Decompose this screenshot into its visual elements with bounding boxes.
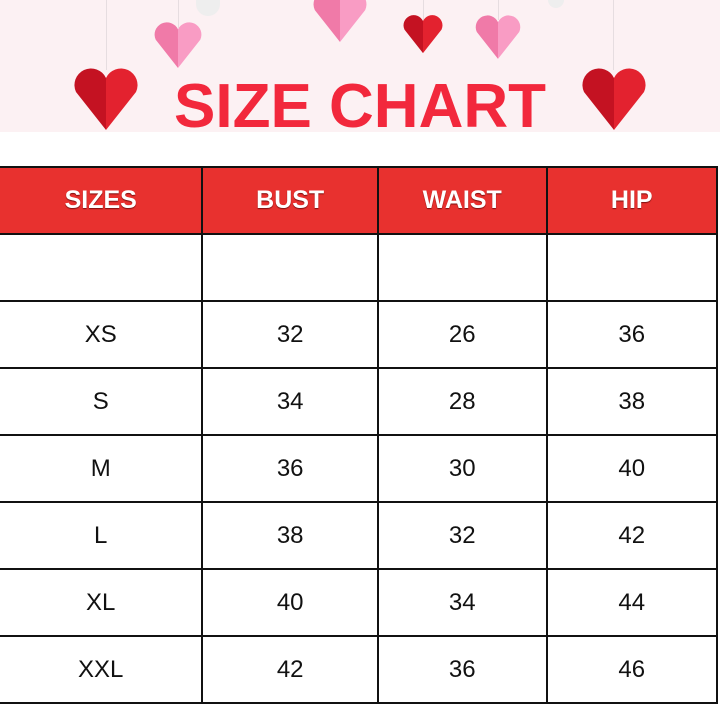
cell-bust: 36 bbox=[201, 434, 379, 503]
heart-string bbox=[423, 0, 424, 20]
heart-string bbox=[106, 0, 107, 70]
red-heart-icon bbox=[74, 68, 138, 130]
cell-waist: 32 bbox=[376, 501, 548, 570]
table-row: S 34 28 38 bbox=[0, 367, 719, 436]
table-row: L 38 32 42 bbox=[0, 501, 719, 570]
cell-waist: 26 bbox=[376, 300, 548, 369]
pink-heart-icon bbox=[475, 15, 521, 59]
pink-heart-icon bbox=[154, 22, 202, 68]
table-row: XXL 42 36 46 bbox=[0, 635, 719, 704]
cell-bust bbox=[201, 233, 379, 302]
cell-waist: 28 bbox=[376, 367, 548, 436]
header-bust: BUST bbox=[201, 166, 379, 235]
table-row: XS 32 26 36 bbox=[0, 300, 719, 369]
pink-heart-icon bbox=[313, 0, 367, 42]
white-heart-icon bbox=[548, 0, 564, 8]
table-row: XL 40 34 44 bbox=[0, 568, 719, 637]
cell-size: M bbox=[0, 434, 204, 503]
banner: SIZE CHART bbox=[0, 0, 720, 141]
cell-size: XXL bbox=[0, 635, 204, 704]
heart-string bbox=[498, 0, 499, 20]
red-heart-icon bbox=[403, 15, 443, 54]
cell-bust: 34 bbox=[201, 367, 379, 436]
cell-bust: 40 bbox=[201, 568, 379, 637]
cell-hip: 38 bbox=[545, 367, 719, 436]
header-waist: WAIST bbox=[376, 166, 548, 235]
cell-hip: 46 bbox=[545, 635, 719, 704]
cell-size: XL bbox=[0, 568, 204, 637]
table-row bbox=[0, 233, 719, 302]
size-chart-table: SIZES BUST WAIST HIP XS 32 26 36 S 34 28 38 M 36 3… bbox=[0, 166, 719, 704]
heart-string bbox=[178, 0, 179, 28]
header-hip: HIP bbox=[545, 166, 719, 235]
cell-size bbox=[0, 233, 204, 302]
heart-string bbox=[613, 0, 614, 70]
cell-hip bbox=[545, 233, 719, 302]
cell-bust: 42 bbox=[201, 635, 379, 704]
cell-waist: 34 bbox=[376, 568, 548, 637]
cell-waist: 30 bbox=[376, 434, 548, 503]
red-heart-icon bbox=[582, 68, 646, 130]
page-title: SIZE CHART bbox=[174, 72, 546, 141]
cell-bust: 32 bbox=[201, 300, 379, 369]
cell-waist: 36 bbox=[376, 635, 548, 704]
cell-waist bbox=[376, 233, 548, 302]
table-row: M 36 30 40 bbox=[0, 434, 719, 503]
cell-hip: 36 bbox=[545, 300, 719, 369]
cell-size: L bbox=[0, 501, 204, 570]
white-heart-icon bbox=[196, 0, 220, 16]
cell-hip: 44 bbox=[545, 568, 719, 637]
cell-bust: 38 bbox=[201, 501, 379, 570]
table-header-row: SIZES BUST WAIST HIP bbox=[0, 166, 719, 235]
cell-hip: 40 bbox=[545, 434, 719, 503]
cell-hip: 42 bbox=[545, 501, 719, 570]
header-sizes: SIZES bbox=[0, 166, 204, 235]
cell-size: XS bbox=[0, 300, 204, 369]
cell-size: S bbox=[0, 367, 204, 436]
